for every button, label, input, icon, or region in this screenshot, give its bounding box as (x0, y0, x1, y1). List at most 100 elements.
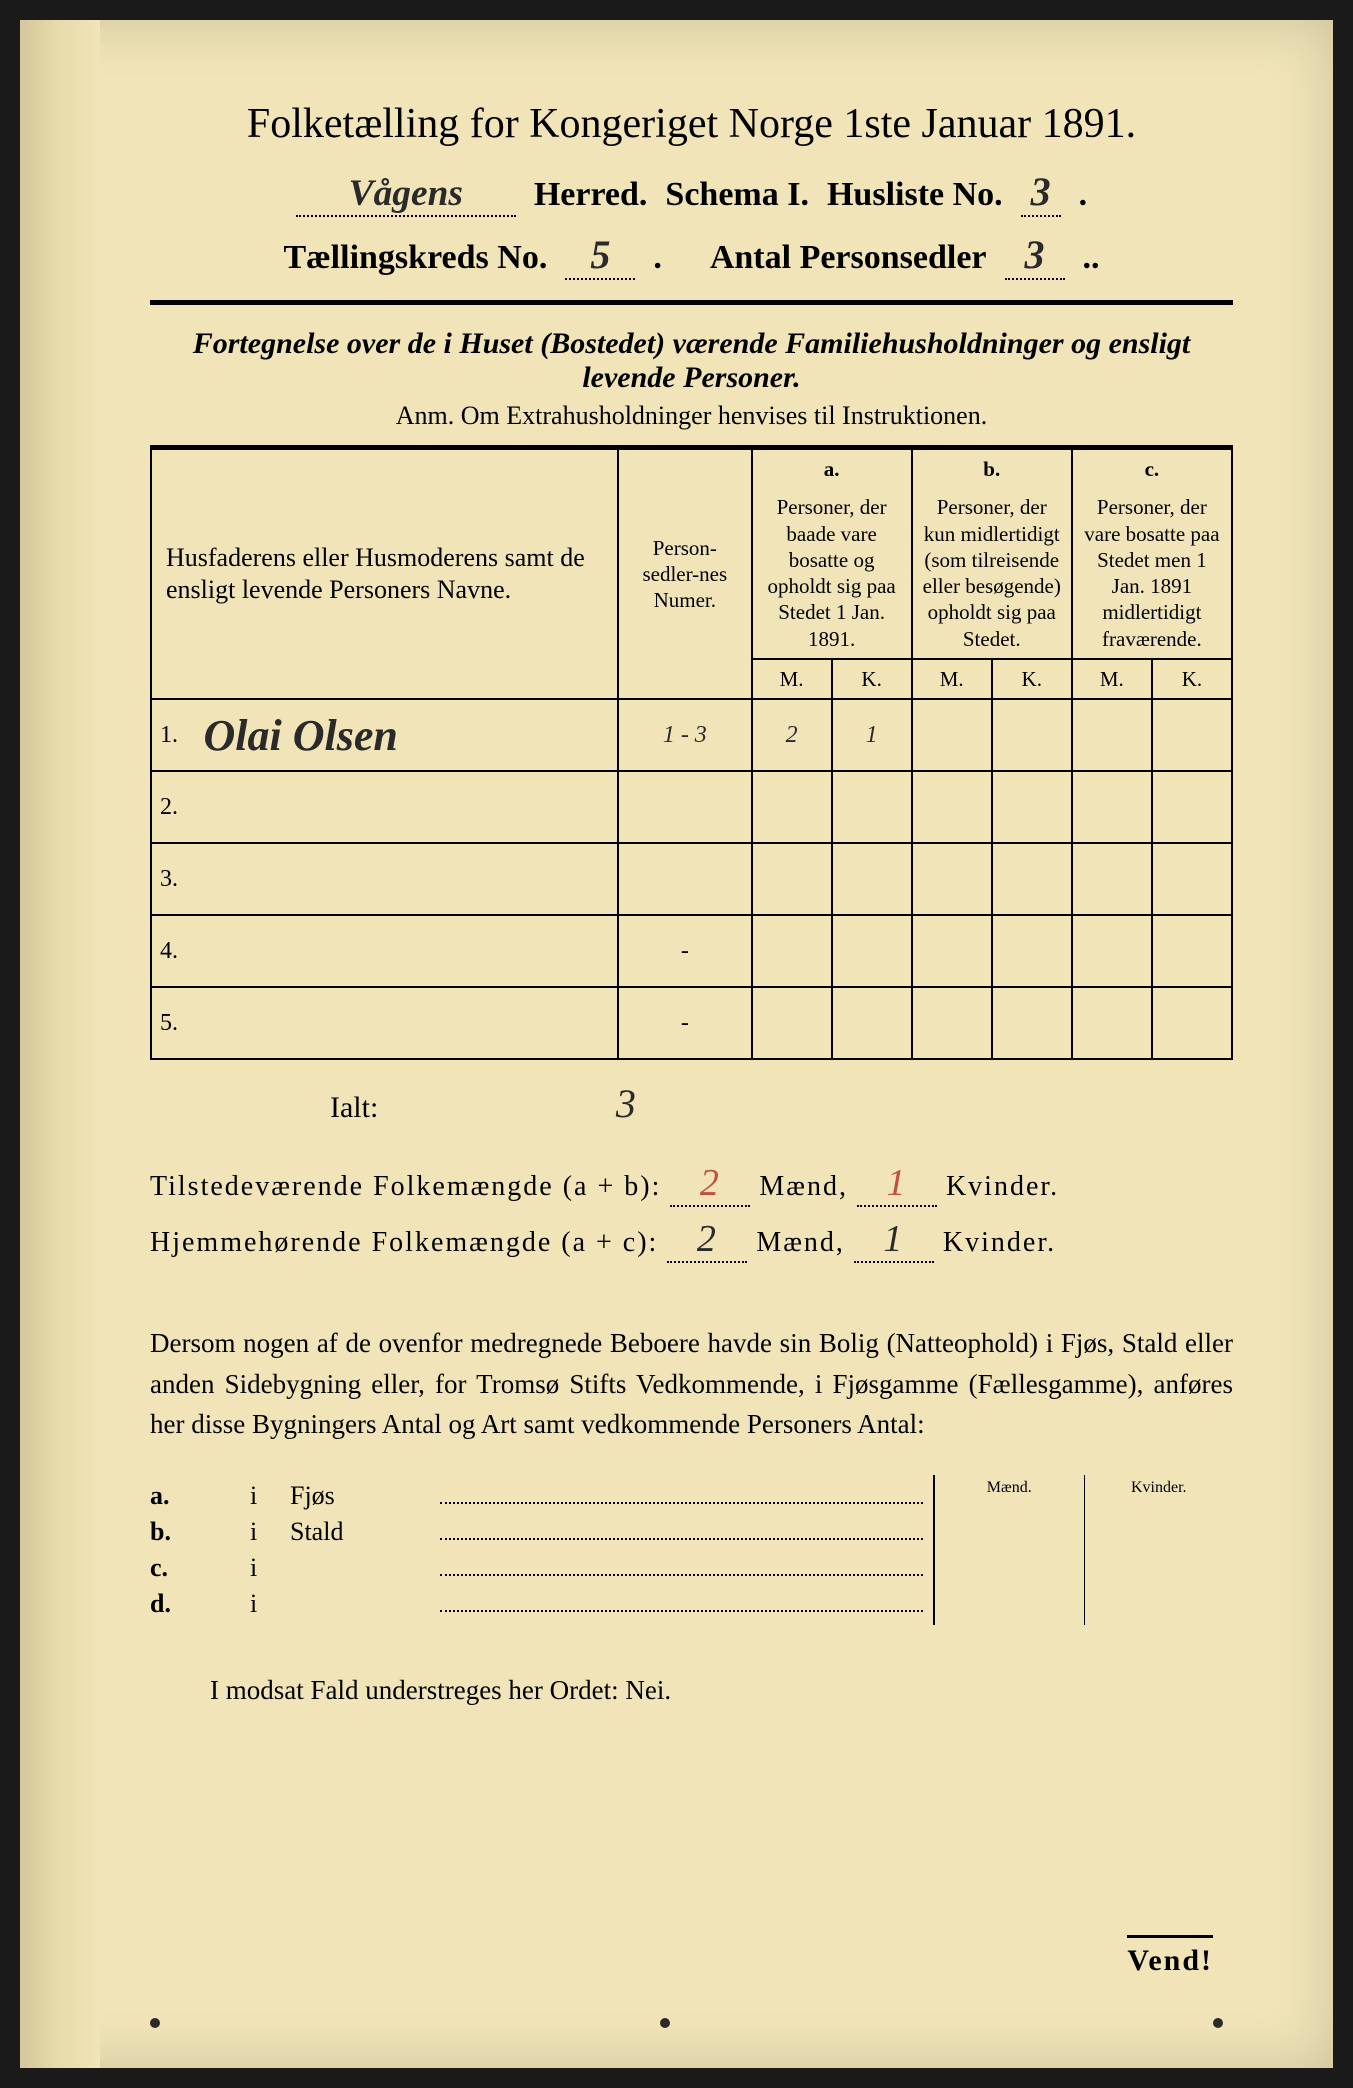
row-number: 4. (151, 915, 195, 987)
name-cell (195, 915, 618, 987)
mk-header: K. (1152, 659, 1232, 699)
col-c-heading: Personer, der vare bosatte paa Stedet me… (1072, 488, 1232, 659)
ink-dot (150, 2018, 160, 2028)
ialt-row: Ialt: 3 (150, 1068, 1233, 1151)
building-key: c. (150, 1553, 250, 1583)
mk-header: M. (1072, 659, 1152, 699)
hjemme-maend: 2 (667, 1217, 747, 1263)
b-k-cell (992, 843, 1072, 915)
c-m-cell (1072, 987, 1152, 1059)
b-m-cell (912, 915, 992, 987)
mk-header: K. (832, 659, 912, 699)
col-b-label: b. (912, 448, 1072, 489)
dotted-line (440, 1558, 923, 1576)
building-type: Fjøs (290, 1481, 430, 1511)
herred-value: Vågens (296, 172, 516, 217)
c-m-cell (1072, 699, 1152, 771)
household-table: Husfaderens eller Husmoderens samt de en… (150, 445, 1233, 1060)
col-b-heading: Personer, der kun midlertidigt (som tilr… (912, 488, 1072, 659)
tilstede-maend: 2 (670, 1161, 750, 1207)
anm-note: Anm. Om Extrahusholdninger henvises til … (150, 401, 1233, 431)
building-key: a. (150, 1481, 250, 1511)
tilstede-kvinder: 1 (857, 1161, 937, 1207)
header-line-2: Vågens Herred. Schema I. Husliste No. 3 … (150, 168, 1233, 217)
a-m-cell: 2 (752, 699, 832, 771)
main-title: Folketælling for Kongeriget Norge 1ste J… (150, 100, 1233, 148)
c-m-cell (1072, 771, 1152, 843)
a-m-cell (752, 987, 832, 1059)
herred-label: Herred. (534, 176, 648, 214)
building-paragraph: Dersom nogen af de ovenfor medregnede Be… (150, 1323, 1233, 1445)
a-m-cell (752, 915, 832, 987)
nei-line: I modsat Fald understreges her Ordet: Ne… (210, 1675, 1233, 1706)
summary-line-1: Tilstedeværende Folkemængde (a + b): 2 M… (150, 1161, 1233, 1207)
c-m-cell (1072, 843, 1152, 915)
header-line-3: Tællingskreds No. 5 . Antal Personsedler… (150, 231, 1233, 280)
c-k-cell (1152, 699, 1232, 771)
a-k-cell: 1 (832, 699, 912, 771)
numer-cell (618, 843, 751, 915)
c-k-cell (1152, 843, 1232, 915)
a-m-cell (752, 771, 832, 843)
husliste-label: Husliste No. (827, 176, 1003, 214)
table-row: 4. - (151, 915, 1232, 987)
name-cell (195, 987, 618, 1059)
table-row: 2. (151, 771, 1232, 843)
husliste-no: 3 (1021, 168, 1061, 217)
b-k-cell (992, 987, 1072, 1059)
a-m-cell (752, 843, 832, 915)
col-names-heading: Husfaderens eller Husmoderens samt de en… (151, 448, 618, 700)
dotted-line (440, 1486, 923, 1504)
table-row: 5.- (151, 987, 1232, 1059)
c-m-cell (1072, 915, 1152, 987)
c-k-cell (1152, 915, 1232, 987)
b-m-cell (912, 987, 992, 1059)
numer-cell: 1 - 3 (618, 699, 751, 771)
name-cell: Olai Olsen (195, 699, 618, 771)
personsedler-label: Antal Personsedler (710, 239, 987, 277)
row-number: 3. (151, 843, 195, 915)
b-k-cell (992, 915, 1072, 987)
col-a-heading: Personer, der baade vare bosatte og opho… (752, 488, 912, 659)
ink-dot (1213, 2018, 1223, 2028)
subtitle: Fortegnelse over de i Huset (Bostedet) v… (150, 327, 1233, 395)
hjemme-kvinder: 1 (854, 1217, 934, 1263)
building-table: a.iFjøsb.iStaldc.id.i Mænd. Kvinder. (150, 1475, 1233, 1625)
row-number: 1. (151, 699, 195, 771)
c-k-cell (1152, 771, 1232, 843)
c-k-cell (1152, 987, 1232, 1059)
a-k-cell (832, 843, 912, 915)
col-a-label: a. (752, 448, 912, 489)
building-row: c.i (150, 1553, 933, 1583)
b-m-cell (912, 843, 992, 915)
vend-label: Vend! (1127, 1935, 1213, 1978)
divider (150, 300, 1233, 305)
numer-cell (618, 771, 751, 843)
building-col-maend: Mænd. (935, 1475, 1085, 1625)
a-k-cell (832, 987, 912, 1059)
mk-header: M. (912, 659, 992, 699)
b-k-cell (992, 699, 1072, 771)
row-number: 2. (151, 771, 195, 843)
building-row: a.iFjøs (150, 1481, 933, 1511)
numer-cell: - (618, 987, 751, 1059)
table-row: 1.Olai Olsen1 - 321 (151, 699, 1232, 771)
kreds-label: Tællingskreds No. (283, 239, 547, 277)
mk-header: K. (992, 659, 1072, 699)
table-row: 3. (151, 843, 1232, 915)
ink-dot (660, 2018, 670, 2028)
ialt-label: Ialt: (330, 1091, 378, 1124)
building-key: d. (150, 1589, 250, 1619)
building-key: b. (150, 1517, 250, 1547)
b-m-cell (912, 699, 992, 771)
building-col-kvinder: Kvinder. (1085, 1475, 1234, 1625)
a-k-cell (832, 915, 912, 987)
dotted-line (440, 1594, 923, 1612)
schema-label: Schema I. (665, 176, 809, 214)
col-numer-heading: Person-sedler-nes Numer. (618, 448, 751, 700)
personsedler-no: 3 (1005, 231, 1065, 280)
census-form-page: Folketælling for Kongeriget Norge 1ste J… (20, 20, 1333, 2068)
building-type: Stald (290, 1517, 430, 1547)
dotted-line (440, 1522, 923, 1540)
numer-cell: - (618, 915, 751, 987)
